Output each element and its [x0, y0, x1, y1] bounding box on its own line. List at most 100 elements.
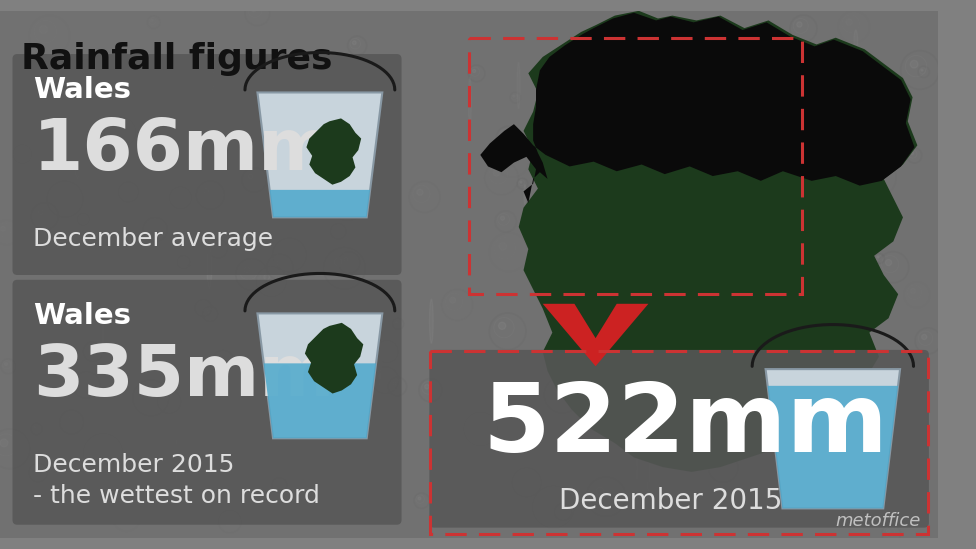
FancyBboxPatch shape [13, 54, 401, 275]
Ellipse shape [854, 30, 858, 54]
Circle shape [785, 223, 793, 231]
Circle shape [885, 260, 892, 266]
Circle shape [65, 416, 70, 421]
Circle shape [766, 327, 771, 331]
Circle shape [344, 257, 348, 261]
Text: 335mm: 335mm [32, 342, 334, 411]
Circle shape [418, 497, 421, 500]
Circle shape [142, 389, 149, 396]
Polygon shape [269, 190, 370, 217]
Bar [430, 351, 928, 534]
Circle shape [697, 35, 704, 42]
Circle shape [520, 181, 522, 183]
Bar [468, 38, 802, 294]
Ellipse shape [102, 309, 104, 356]
Polygon shape [765, 369, 900, 508]
Circle shape [425, 384, 429, 389]
Ellipse shape [733, 64, 737, 103]
Circle shape [206, 310, 209, 313]
Text: 166mm: 166mm [32, 116, 334, 186]
Ellipse shape [680, 110, 683, 129]
Polygon shape [306, 119, 361, 184]
Circle shape [796, 22, 802, 27]
Circle shape [845, 74, 851, 80]
Circle shape [562, 192, 566, 196]
Circle shape [744, 385, 747, 388]
Polygon shape [518, 11, 917, 472]
Circle shape [499, 322, 506, 329]
Polygon shape [258, 92, 383, 217]
Ellipse shape [75, 162, 80, 178]
FancyBboxPatch shape [429, 350, 929, 528]
Ellipse shape [524, 184, 526, 205]
Circle shape [38, 209, 43, 215]
Ellipse shape [207, 247, 212, 289]
Circle shape [392, 382, 396, 385]
Ellipse shape [627, 272, 630, 292]
Circle shape [273, 261, 278, 266]
Polygon shape [543, 304, 648, 366]
Ellipse shape [429, 299, 433, 343]
Circle shape [313, 109, 321, 116]
Circle shape [395, 321, 397, 323]
Text: metoffice: metoffice [834, 512, 920, 530]
Circle shape [352, 41, 356, 44]
Polygon shape [305, 323, 363, 394]
Circle shape [472, 69, 475, 72]
Text: December 2015: December 2015 [559, 488, 783, 516]
Circle shape [911, 152, 914, 155]
Circle shape [502, 132, 507, 137]
Circle shape [921, 334, 927, 340]
Ellipse shape [379, 337, 381, 388]
Ellipse shape [74, 142, 79, 183]
Text: Wales: Wales [32, 302, 131, 330]
Circle shape [546, 125, 553, 133]
Text: Wales: Wales [32, 76, 131, 104]
Ellipse shape [784, 90, 788, 114]
Circle shape [877, 256, 879, 258]
Circle shape [34, 426, 36, 428]
Ellipse shape [211, 66, 214, 91]
Circle shape [862, 515, 864, 517]
Ellipse shape [107, 305, 109, 347]
Ellipse shape [748, 391, 751, 408]
Ellipse shape [635, 456, 638, 481]
Circle shape [218, 356, 222, 360]
Circle shape [275, 481, 279, 484]
Circle shape [334, 258, 343, 266]
Circle shape [785, 92, 791, 98]
Circle shape [149, 223, 154, 228]
Ellipse shape [759, 203, 764, 224]
Ellipse shape [857, 230, 861, 250]
Circle shape [88, 346, 92, 351]
Circle shape [727, 79, 735, 86]
Ellipse shape [281, 337, 283, 387]
Circle shape [857, 205, 864, 211]
Circle shape [553, 386, 560, 393]
Circle shape [823, 358, 830, 365]
Ellipse shape [703, 135, 708, 181]
Polygon shape [258, 313, 383, 438]
Ellipse shape [761, 326, 763, 344]
Circle shape [596, 487, 604, 495]
Circle shape [558, 155, 564, 161]
Text: December 2015
- the wettest on record: December 2015 - the wettest on record [32, 453, 319, 508]
Circle shape [244, 266, 250, 273]
Circle shape [911, 60, 918, 68]
Circle shape [203, 188, 209, 194]
Polygon shape [480, 13, 915, 203]
Ellipse shape [175, 439, 178, 480]
Ellipse shape [632, 178, 634, 199]
Circle shape [846, 109, 851, 114]
Circle shape [248, 174, 253, 178]
Ellipse shape [468, 77, 471, 127]
Circle shape [80, 378, 85, 384]
Ellipse shape [633, 53, 636, 90]
Circle shape [741, 280, 746, 285]
Circle shape [598, 153, 603, 158]
Circle shape [715, 460, 722, 466]
Polygon shape [767, 386, 898, 508]
Text: Rainfall figures: Rainfall figures [21, 42, 333, 76]
Ellipse shape [647, 450, 650, 494]
Text: December average: December average [32, 227, 272, 251]
